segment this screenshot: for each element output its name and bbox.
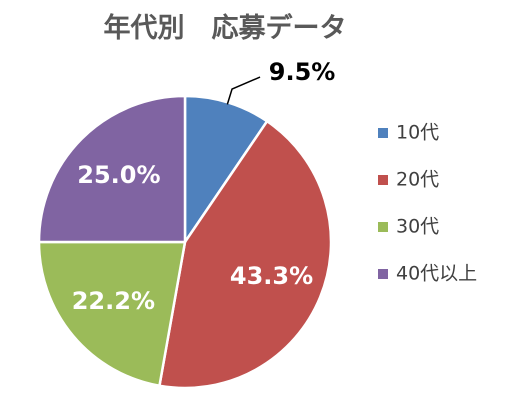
legend-swatch-40	[378, 269, 388, 279]
legend-swatch-10	[378, 128, 388, 138]
pie-slices	[37, 94, 333, 390]
legend: 10代 20代 30代 40代以上	[378, 122, 477, 285]
leader-lines	[226, 76, 261, 105]
leader-line-10	[226, 76, 261, 105]
pie-slice-30	[37, 240, 187, 387]
legend-swatch-30	[378, 222, 388, 232]
data-label-30: 22.2%	[72, 287, 155, 315]
data-label-20: 43.3%	[230, 262, 313, 290]
pie-slice-40	[37, 94, 187, 244]
legend-label-20: 20代	[396, 169, 439, 191]
chart-title: 年代別 応募データ	[104, 12, 347, 44]
data-labels: 9.5% 43.3% 22.2% 25.0%	[72, 58, 336, 315]
legend-label-40: 40代以上	[396, 263, 477, 285]
legend-label-30: 30代	[396, 216, 439, 238]
data-label-10: 9.5%	[269, 58, 336, 86]
data-label-40: 25.0%	[77, 161, 160, 189]
legend-label-10: 10代	[396, 122, 439, 144]
legend-swatch-20	[378, 175, 388, 185]
pie-slice-20	[158, 119, 333, 390]
